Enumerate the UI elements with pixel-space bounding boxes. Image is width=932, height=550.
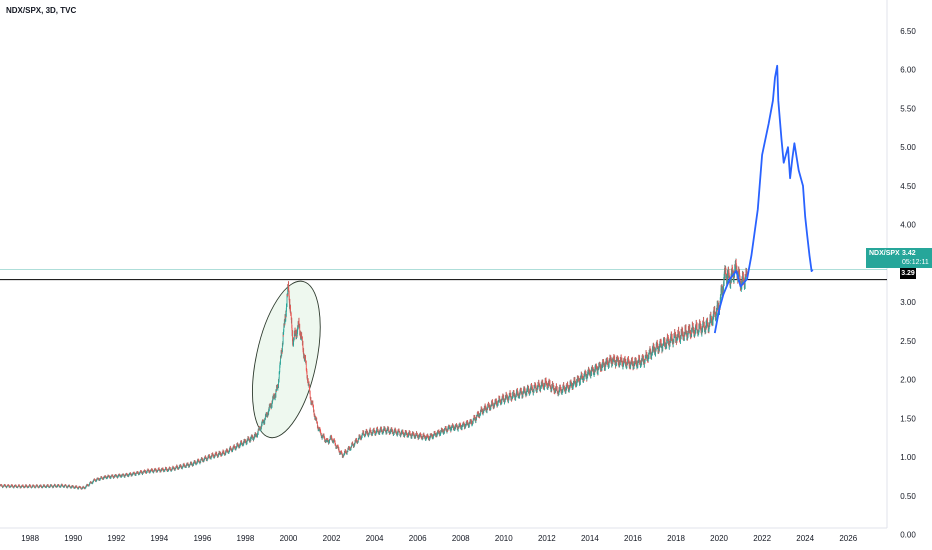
- x-tick-label: 2016: [624, 534, 642, 543]
- y-tick-label: 3.00: [900, 298, 916, 307]
- current-price-badge: NDX/SPX 3.42 05:12:11: [866, 248, 932, 268]
- time-axis[interactable]: 1988 1990 1992 1994 1996 1998 2000 2002 2004 2006…: [21, 534, 857, 543]
- price-axis[interactable]: 0.000.501.001.502.002.503.003.504.004.50…: [900, 27, 916, 540]
- y-tick-label: 5.50: [900, 104, 916, 113]
- x-tick-label: 2006: [409, 534, 427, 543]
- x-tick-label: 2012: [538, 534, 556, 543]
- y-tick-label: 1.50: [900, 414, 916, 423]
- y-tick-label: 4.50: [900, 182, 916, 191]
- x-tick-label: 2014: [581, 534, 599, 543]
- y-tick-label: 5.00: [900, 143, 916, 152]
- highlight-ellipse-layer: [240, 275, 332, 444]
- y-tick-label: 0.00: [900, 531, 916, 540]
- y-tick-label: 6.00: [900, 66, 916, 75]
- horizontal-line-layer[interactable]: [0, 269, 887, 281]
- x-tick-label: 2000: [280, 534, 298, 543]
- y-tick-label: 2.00: [900, 376, 916, 385]
- y-tick-label: 6.50: [900, 27, 916, 36]
- x-tick-label: 1996: [193, 534, 211, 543]
- horizontal-level-badge: 3.29: [900, 268, 916, 279]
- x-tick-label: 1990: [64, 534, 82, 543]
- y-tick-label: 2.50: [900, 337, 916, 346]
- y-tick-label: 1.00: [900, 453, 916, 462]
- y-tick-label: 0.50: [900, 492, 916, 501]
- x-tick-label: 1992: [107, 534, 125, 543]
- bar-countdown: 05:12:11: [902, 259, 929, 266]
- x-tick-label: 1994: [150, 534, 168, 543]
- x-tick-label: 2008: [452, 534, 470, 543]
- projection-line: [713, 64, 814, 334]
- x-tick-label: 1998: [237, 534, 255, 543]
- x-tick-label: 2002: [323, 534, 341, 543]
- series-layer: [0, 64, 814, 490]
- x-tick-label: 2010: [495, 534, 513, 543]
- x-tick-label: 2022: [753, 534, 771, 543]
- badge-price-value: 3.42: [902, 250, 916, 257]
- x-tick-label: 2020: [710, 534, 728, 543]
- badge-symbol: NDX/SPX: [869, 250, 900, 257]
- symbol-title[interactable]: NDX/SPX, 3D, TVC: [6, 6, 77, 15]
- x-tick-label: 2018: [667, 534, 685, 543]
- x-tick-label: 2024: [796, 534, 814, 543]
- x-tick-label: 1988: [21, 534, 39, 543]
- y-tick-label: 4.00: [900, 221, 916, 230]
- highlight-ellipse[interactable]: [240, 275, 332, 444]
- x-tick-label: 2004: [366, 534, 384, 543]
- x-tick-label: 2026: [839, 534, 857, 543]
